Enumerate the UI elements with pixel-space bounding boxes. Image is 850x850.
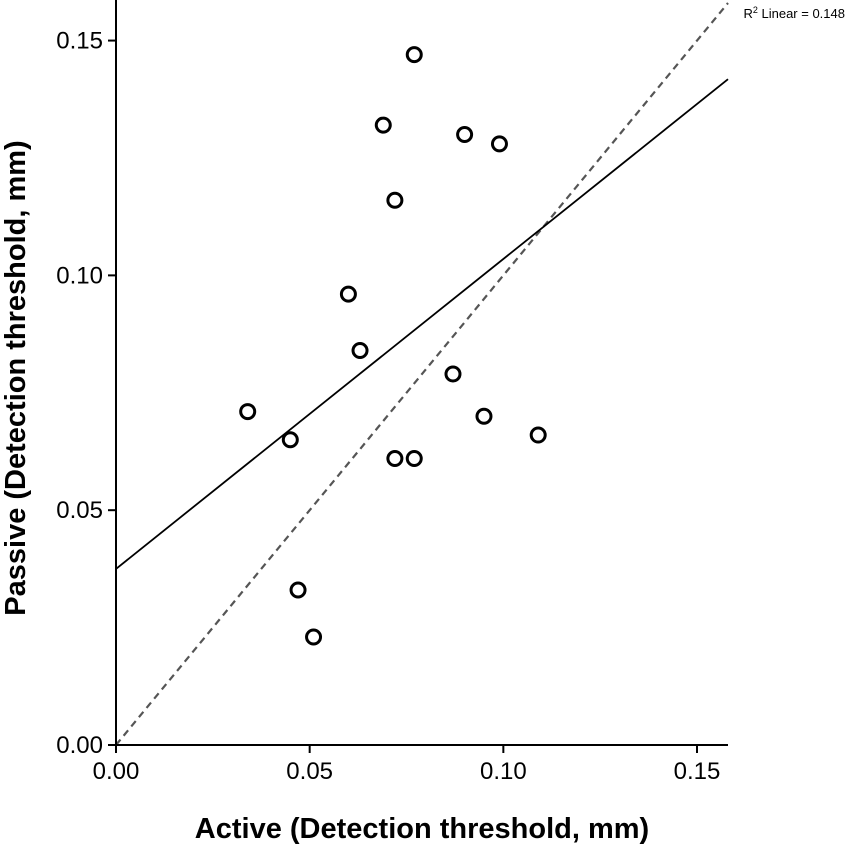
plot-area — [115, 2, 729, 746]
data-point — [490, 135, 508, 153]
y-tick-label: 0.10 — [56, 262, 103, 289]
data-point — [405, 46, 423, 64]
data-point — [529, 426, 547, 444]
data-point — [289, 581, 307, 599]
data-point — [351, 342, 369, 360]
y-tick-label: 0.05 — [56, 497, 103, 524]
axes: 0.00 0.05 0.10 0.15 0.00 0.05 0.10 0.15 — [56, 0, 728, 785]
x-tick-label: 0.10 — [480, 758, 527, 785]
data-point — [305, 628, 323, 646]
identity-line — [115, 2, 729, 746]
data-point — [475, 407, 493, 425]
data-point — [456, 125, 474, 143]
data-point — [386, 191, 404, 209]
data-points — [239, 46, 547, 646]
fit-annotation: R2 Linear = 0.148 — [743, 5, 845, 21]
data-point — [405, 450, 423, 468]
data-point — [386, 450, 404, 468]
y-tick-label: 0.00 — [56, 732, 103, 759]
x-tick-label: 0.15 — [674, 758, 721, 785]
x-axis-title: Active (Detection threshold, mm) — [195, 813, 649, 845]
data-point — [374, 116, 392, 134]
fit-line — [115, 78, 729, 570]
y-tick-label: 0.15 — [56, 28, 103, 55]
data-point — [339, 285, 357, 303]
y-axis-title: Passive (Detection threshold, mm) — [0, 140, 32, 615]
data-point — [281, 431, 299, 449]
x-tick-label: 0.00 — [93, 758, 140, 785]
data-point — [239, 403, 257, 421]
x-tick-label: 0.05 — [286, 758, 333, 785]
data-point — [444, 365, 462, 383]
